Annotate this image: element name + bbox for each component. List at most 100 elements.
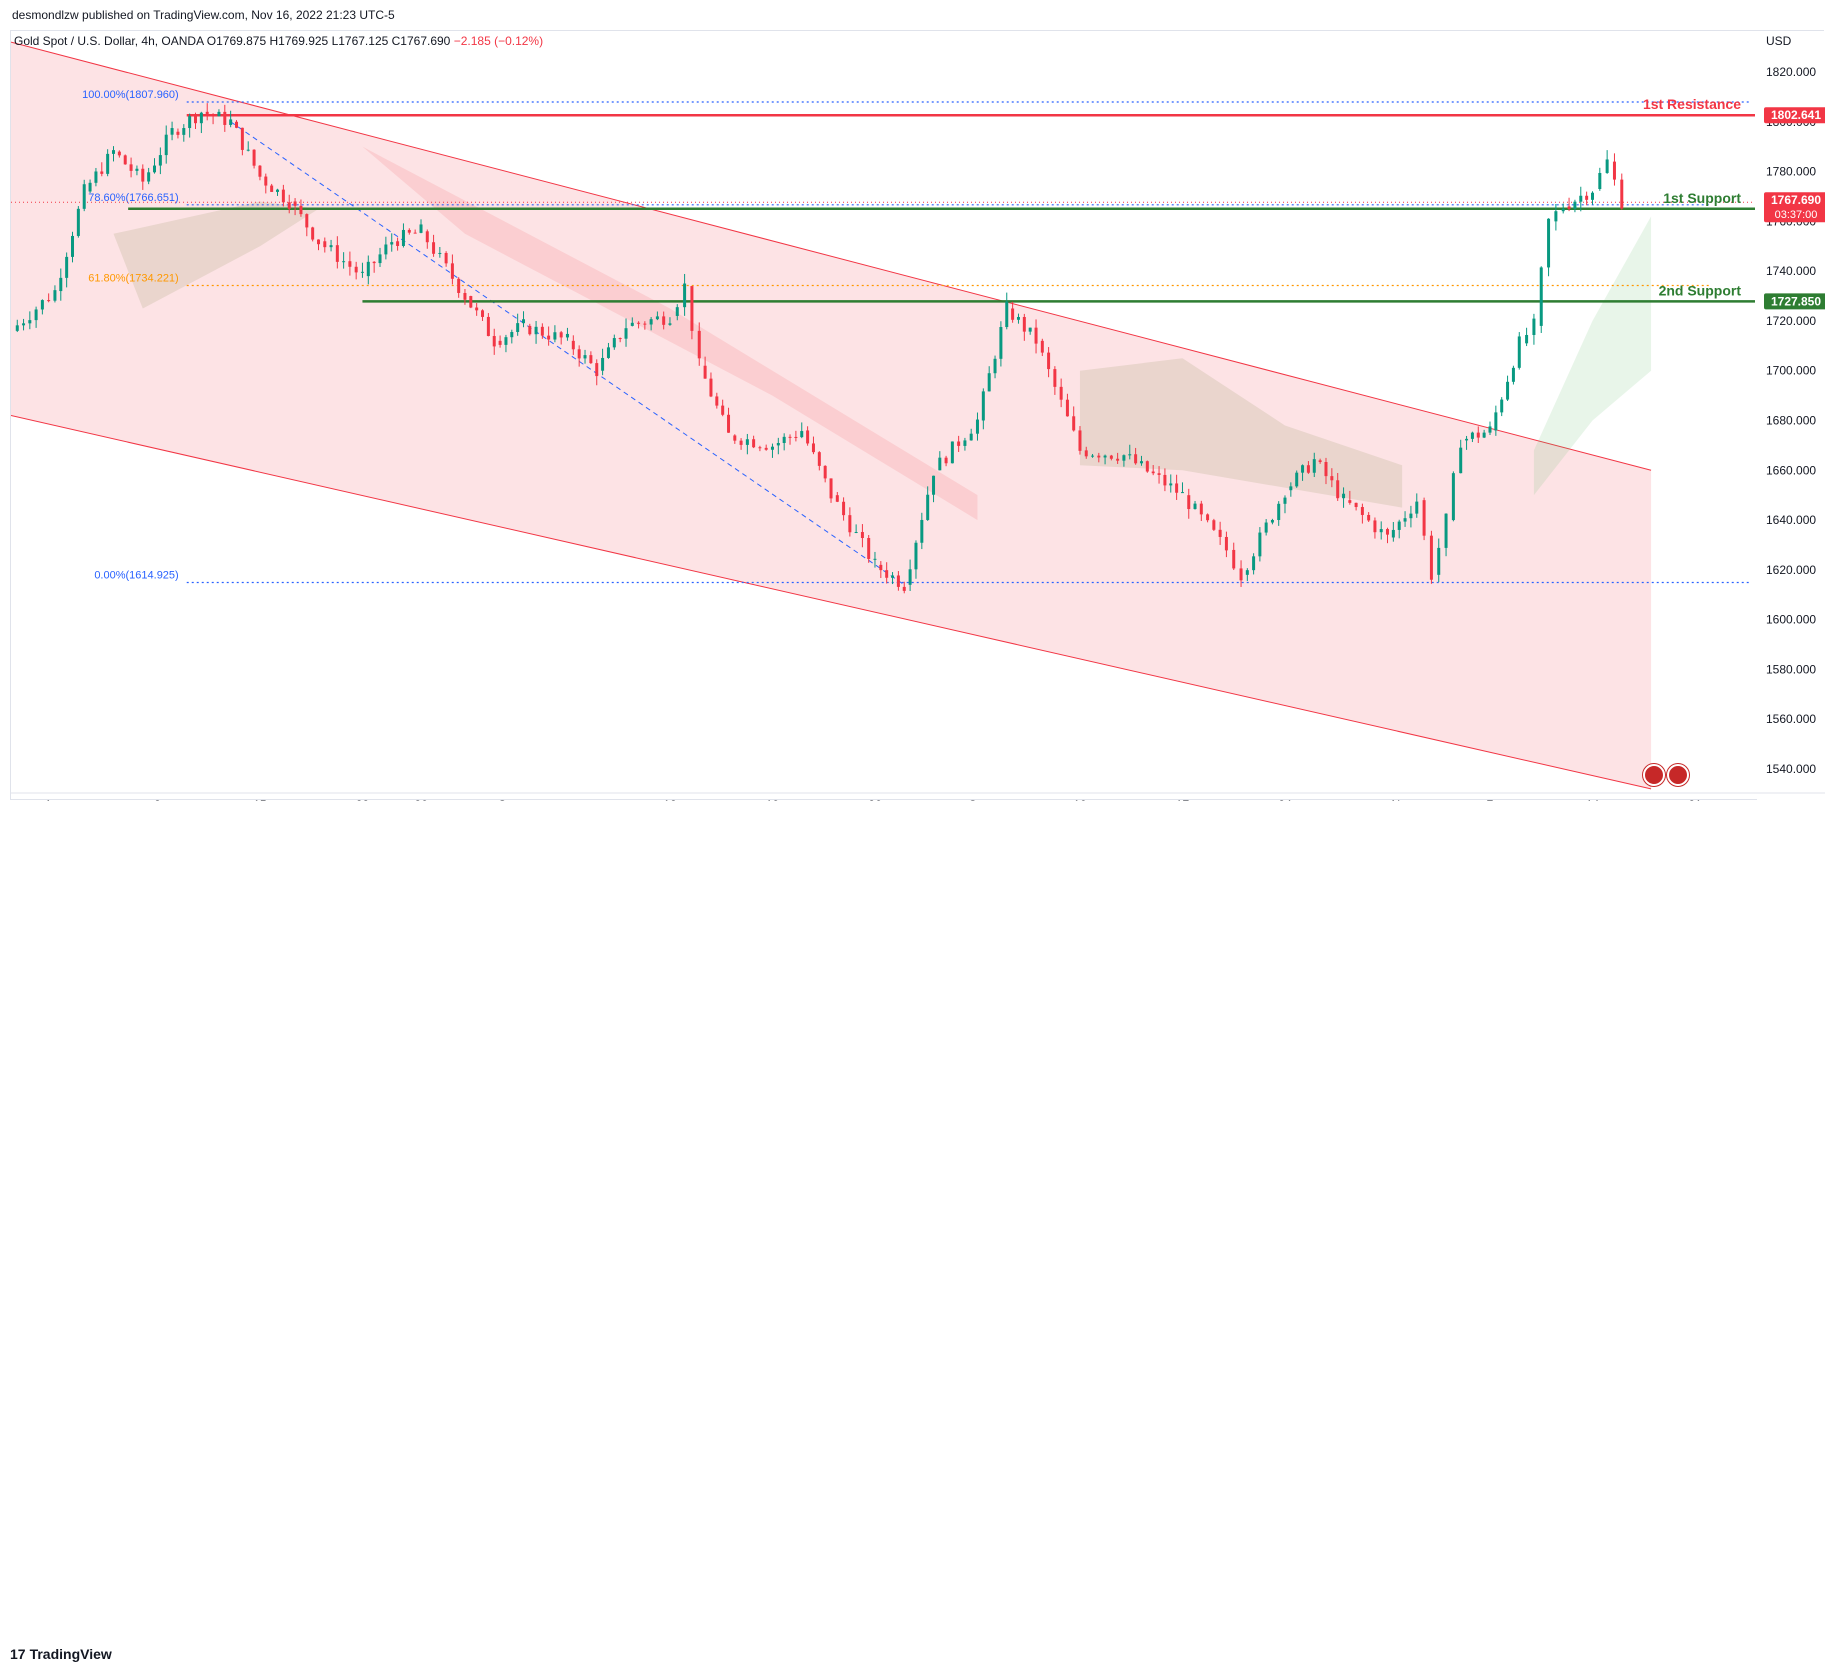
candle-body bbox=[372, 261, 376, 264]
candle-body bbox=[1016, 316, 1020, 320]
candle-body bbox=[293, 201, 297, 206]
candle-body bbox=[1295, 472, 1299, 487]
candle-body bbox=[510, 331, 514, 338]
candle-body bbox=[1034, 327, 1038, 344]
candle-body bbox=[1239, 568, 1243, 581]
level-label: 1st Resistance bbox=[1643, 96, 1741, 112]
candle-body bbox=[1084, 450, 1088, 457]
candle-body bbox=[1579, 195, 1583, 202]
resistance-price-tag-bg bbox=[1764, 107, 1825, 124]
candle-body bbox=[788, 436, 792, 438]
candle-body bbox=[721, 405, 725, 415]
x-tick-label: 22 bbox=[356, 798, 370, 801]
y-tick-label: 1640.000 bbox=[1766, 513, 1816, 527]
candle-body bbox=[1283, 497, 1287, 504]
candle-body bbox=[354, 266, 358, 273]
candle-body bbox=[999, 327, 1003, 359]
candle-body bbox=[624, 328, 628, 339]
candle-body bbox=[1482, 432, 1486, 438]
cloud-area bbox=[113, 201, 319, 309]
candle-body bbox=[34, 309, 38, 321]
fib-level-label: 100.00%(1807.960) bbox=[82, 89, 179, 101]
candle-body bbox=[1465, 438, 1469, 441]
x-tick-label: 26 bbox=[868, 798, 882, 801]
candle-body bbox=[1270, 520, 1274, 523]
candle-body bbox=[606, 347, 610, 358]
candle-body bbox=[1444, 513, 1448, 548]
chart-panel[interactable]: 100.00%(1807.960) 78.60%(1766.651) 61.80%(… bbox=[10, 30, 1825, 801]
candle-body bbox=[1187, 495, 1191, 510]
candle-body bbox=[926, 494, 930, 520]
candle-body bbox=[630, 322, 634, 326]
candle-body bbox=[540, 326, 544, 336]
candle-body bbox=[655, 316, 659, 320]
candle-body bbox=[153, 165, 157, 173]
candle-body bbox=[1348, 500, 1352, 503]
candle-body bbox=[1532, 318, 1536, 335]
candle-body bbox=[311, 227, 315, 240]
y-tick-label: 1720.000 bbox=[1766, 314, 1816, 328]
candle-body bbox=[1028, 327, 1032, 332]
candle-body bbox=[1511, 367, 1515, 382]
candle-body bbox=[1258, 532, 1262, 557]
candle-body bbox=[71, 235, 75, 257]
y-tick-label: 1540.000 bbox=[1766, 762, 1816, 776]
candle-body bbox=[217, 111, 221, 117]
candle-body bbox=[1422, 500, 1426, 536]
candle-body bbox=[1459, 447, 1463, 474]
x-tick-label: Oct bbox=[968, 798, 987, 801]
candle-body bbox=[583, 355, 587, 359]
candle-body bbox=[276, 189, 280, 192]
candle-body bbox=[252, 149, 256, 166]
candle-body bbox=[902, 586, 906, 591]
candle-body bbox=[1451, 473, 1455, 521]
tradingview-logo[interactable]: 17 TradingView bbox=[10, 1646, 112, 1662]
candle-body bbox=[649, 319, 653, 325]
candle-body bbox=[987, 373, 991, 392]
candle-body bbox=[223, 111, 227, 125]
candle-body bbox=[745, 439, 749, 445]
candle-body bbox=[733, 435, 737, 441]
candle-body bbox=[258, 165, 262, 177]
candle-body bbox=[1573, 201, 1577, 209]
candle-body bbox=[1590, 192, 1594, 200]
candle-body bbox=[764, 447, 768, 450]
candle-body bbox=[47, 300, 51, 302]
candle-body bbox=[188, 116, 192, 129]
candle-body bbox=[885, 570, 889, 578]
candle-body bbox=[413, 232, 417, 234]
candle-body bbox=[1128, 454, 1132, 456]
channel-lower-line bbox=[11, 415, 1652, 790]
candle-body bbox=[703, 365, 707, 379]
x-tick-label: 14 bbox=[1586, 798, 1600, 801]
candle-body bbox=[896, 575, 900, 587]
candle-body bbox=[891, 575, 895, 578]
price-chart[interactable]: 100.00%(1807.960) 78.60%(1766.651) 61.80%(… bbox=[11, 31, 1825, 801]
candle-body bbox=[432, 242, 436, 254]
candle-body bbox=[577, 349, 581, 359]
candle-body bbox=[425, 231, 429, 243]
us-flag-icon[interactable] bbox=[1667, 764, 1689, 786]
price-axis-bg bbox=[1757, 31, 1825, 801]
y-tick-label: 1560.000 bbox=[1766, 712, 1816, 726]
x-tick-label: Aug bbox=[44, 798, 65, 801]
candle-body bbox=[1539, 267, 1543, 326]
candle-body bbox=[522, 319, 526, 324]
candle-body bbox=[396, 241, 400, 246]
candle-body bbox=[1264, 522, 1268, 533]
candle-body bbox=[504, 337, 508, 345]
candle-body bbox=[40, 300, 44, 310]
candle-body bbox=[82, 184, 86, 209]
candle-body bbox=[1078, 430, 1082, 451]
candle-body bbox=[117, 151, 121, 156]
us-flag-icon[interactable] bbox=[1643, 764, 1665, 786]
candle-body bbox=[135, 168, 139, 171]
tradingview-logo-icon: 17 bbox=[10, 1646, 26, 1662]
candle-body bbox=[1500, 399, 1504, 413]
candle-body bbox=[1488, 426, 1492, 433]
candle-body bbox=[1605, 159, 1609, 173]
support2-price-tag: 1727.850 bbox=[1771, 294, 1821, 308]
candle-body bbox=[1306, 465, 1310, 473]
candle-body bbox=[547, 335, 551, 340]
candle-body bbox=[94, 171, 98, 183]
